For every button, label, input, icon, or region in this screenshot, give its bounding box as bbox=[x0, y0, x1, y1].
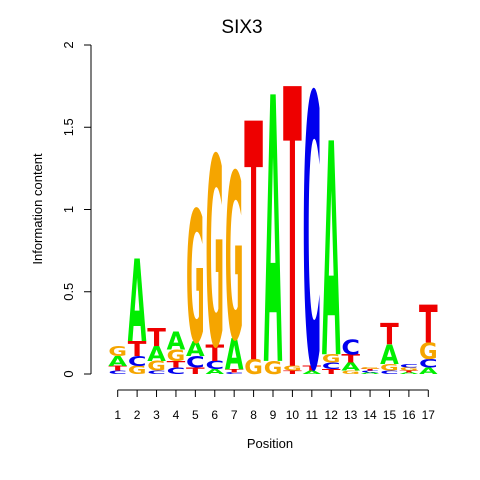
x-tick-label: 13 bbox=[344, 408, 358, 422]
x-tick-label: 8 bbox=[250, 408, 257, 422]
logo-letter-a: A bbox=[186, 338, 205, 362]
x-axis-label: Position bbox=[247, 436, 293, 451]
logo-letter-g: G bbox=[380, 363, 399, 373]
x-tick-label: 17 bbox=[422, 408, 436, 422]
logo-letter-c: C bbox=[322, 361, 341, 371]
x-tick-label: 7 bbox=[231, 408, 238, 422]
logo-letter-g: G bbox=[322, 352, 341, 365]
logo-letter-t: T bbox=[380, 317, 399, 351]
logo-letter-c: C bbox=[128, 353, 147, 369]
logo-letter-a: A bbox=[128, 237, 147, 368]
x-tick-label: 9 bbox=[270, 408, 277, 422]
logo-letter-c: C bbox=[419, 357, 438, 370]
logo-letter-t: T bbox=[225, 368, 245, 373]
logo-letter-t: T bbox=[167, 359, 186, 370]
logo-letter-g: G bbox=[186, 176, 205, 385]
logo-letter-t: T bbox=[283, 370, 303, 375]
logo-letter-a: A bbox=[303, 370, 322, 375]
logo-letter-c: C bbox=[205, 359, 224, 372]
logo-letter-t: T bbox=[419, 295, 438, 355]
logo-letter-c: C bbox=[400, 363, 419, 368]
logo-letter-a: A bbox=[205, 368, 224, 376]
logo-letter-g: G bbox=[400, 367, 419, 372]
logo-letter-g: G bbox=[225, 128, 244, 393]
logo-letter-t: T bbox=[147, 324, 166, 353]
logo-letter-g: G bbox=[205, 105, 224, 406]
logo-letter-t: T bbox=[303, 365, 322, 373]
x-tick-label: 6 bbox=[211, 408, 218, 422]
chart-title: SIX3 bbox=[221, 17, 262, 38]
logo-letter-g: G bbox=[361, 367, 380, 370]
logo-letter-a: A bbox=[167, 326, 186, 355]
logo-letter-a: A bbox=[419, 366, 438, 376]
x-tick-label: 4 bbox=[173, 408, 180, 422]
x-tick-label: 14 bbox=[363, 408, 377, 422]
logo-letter-a: A bbox=[322, 84, 341, 425]
logo-letter-t: T bbox=[186, 366, 205, 377]
y-tick-label: 0.5 bbox=[61, 283, 76, 301]
logo-letter-g: G bbox=[341, 370, 360, 375]
x-tick-label: 12 bbox=[325, 408, 339, 422]
logo-letter-t: T bbox=[400, 370, 420, 373]
logo-letter-a: A bbox=[380, 340, 399, 372]
x-tick-label: 2 bbox=[134, 408, 141, 422]
logo-letter-g: G bbox=[419, 339, 438, 365]
logo-letter-c: C bbox=[225, 372, 244, 375]
logo-letter-g: G bbox=[147, 359, 166, 374]
logo-letter-t: T bbox=[128, 337, 147, 361]
y-tick-label: 1 bbox=[61, 206, 76, 213]
logo-letter-g: G bbox=[167, 346, 186, 365]
logo-letter-t: T bbox=[361, 369, 381, 372]
y-axis-label: Information content bbox=[30, 153, 45, 265]
logo-letter-g: G bbox=[264, 357, 283, 378]
logo-letter-c: C bbox=[108, 370, 127, 375]
x-tick-label: 10 bbox=[286, 408, 300, 422]
logo-letter-t: T bbox=[244, 56, 263, 437]
logo-letter-c: C bbox=[186, 352, 205, 371]
logo-letter-g: G bbox=[244, 356, 263, 380]
y-tick-label: 1.5 bbox=[61, 118, 76, 136]
logo-letter-g: G bbox=[283, 364, 302, 372]
logo-letter-a: A bbox=[147, 343, 166, 367]
logo-letter-a: A bbox=[341, 361, 360, 374]
logo-letter-t: T bbox=[322, 368, 341, 376]
axes: 00.511.521 2 3 4 5 6 7 8 9 10 11 12 13 14 15 16 17 bbox=[61, 41, 435, 422]
logo-letter-c: C bbox=[147, 370, 166, 375]
logo-letter-c: C bbox=[341, 337, 360, 360]
y-tick-label: 0 bbox=[61, 370, 76, 377]
logo-letter-t: T bbox=[283, 12, 302, 458]
logo-letter-t: T bbox=[205, 340, 224, 366]
x-tick-label: 3 bbox=[153, 408, 160, 422]
logo-letter-g: G bbox=[128, 364, 147, 377]
logo-letter-g: G bbox=[108, 344, 127, 359]
logo-letter-t: T bbox=[341, 352, 361, 365]
logo-letter-a: A bbox=[264, 24, 283, 449]
x-tick-label: 11 bbox=[306, 408, 319, 422]
logo-letter-c: C bbox=[361, 370, 380, 373]
logo-letter-t: T bbox=[108, 365, 127, 373]
logo-letter-a: A bbox=[108, 353, 128, 369]
logo-letter-c: C bbox=[380, 370, 399, 375]
x-tick-label: 15 bbox=[383, 408, 397, 422]
logo-letter-c: C bbox=[303, 19, 322, 455]
logo-letter-a: A bbox=[361, 372, 381, 375]
y-tick-label: 2 bbox=[61, 41, 76, 48]
x-tick-label: 5 bbox=[192, 408, 199, 422]
logo-letter-a: A bbox=[225, 331, 244, 380]
x-tick-label: 1 bbox=[114, 408, 121, 422]
logo-letter-a: A bbox=[400, 372, 420, 375]
logo-letter-c: C bbox=[167, 366, 186, 376]
x-tick-label: 16 bbox=[402, 408, 416, 422]
